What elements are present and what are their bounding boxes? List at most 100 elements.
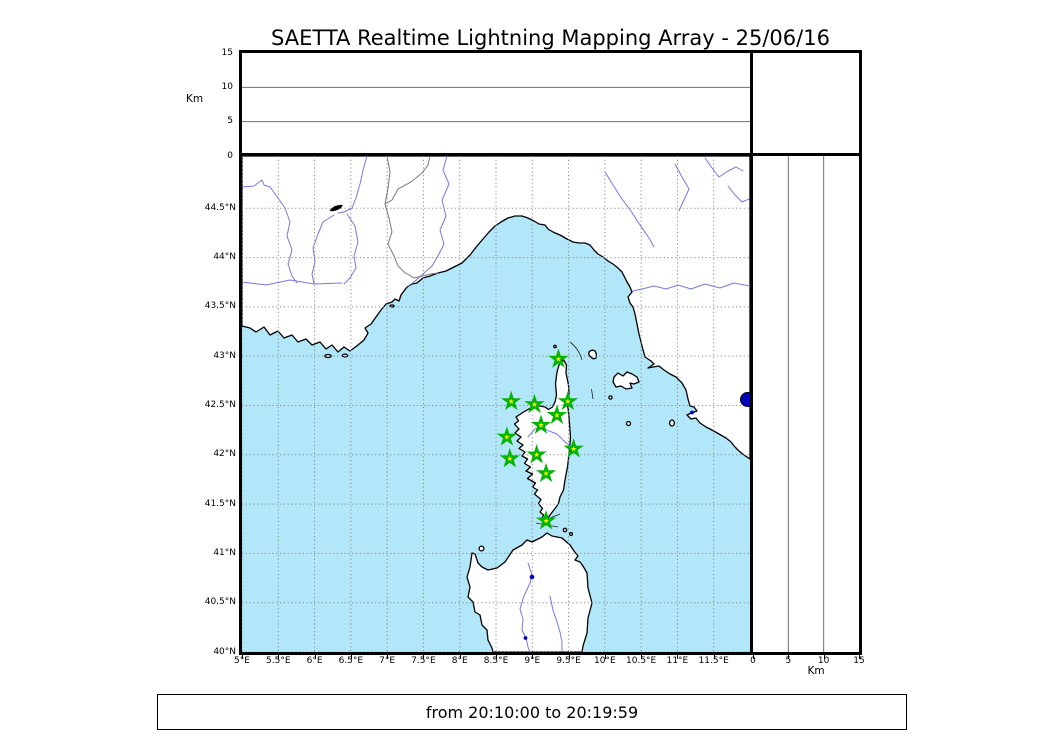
lon-tick-label: 9.5°E xyxy=(556,656,581,666)
lma-station-star xyxy=(535,462,557,483)
lat-tick-label: 42.5°N xyxy=(204,399,236,410)
lat-tick-label: 41°N xyxy=(213,547,236,558)
lma-station-star xyxy=(535,510,557,530)
alpine-border-branch xyxy=(384,156,431,205)
river-po-trib-3 xyxy=(704,157,744,178)
river-verdon xyxy=(343,213,359,285)
lagoon-orbetello xyxy=(690,410,694,415)
capraia-island xyxy=(588,349,597,360)
lat-tick-label: 40.5°N xyxy=(204,597,236,608)
right-panel-km-tick-label: 0 xyxy=(750,656,756,666)
time-window-box: from 20:10:00 to 20:19:59 xyxy=(157,694,907,730)
lma-station-star xyxy=(499,448,520,468)
lon-tick-mark xyxy=(496,655,497,659)
lon-tick-mark xyxy=(532,655,534,659)
lat-tick-label: 40°N xyxy=(213,646,236,657)
lat-tick-label: 44°N xyxy=(213,252,236,263)
right-panel-tick-mark xyxy=(788,655,790,659)
right-panel-km-tick-label: 15 xyxy=(853,656,865,666)
landmasses xyxy=(242,156,750,652)
lakes xyxy=(330,204,750,640)
mainland-france-italy-coast xyxy=(242,156,750,460)
right-panel-tick-mark xyxy=(823,655,825,659)
lon-tick-mark xyxy=(604,655,606,659)
corner-box xyxy=(750,50,862,159)
lma-station-star xyxy=(526,444,547,464)
lat-tick-label: 42°N xyxy=(213,449,236,460)
pianosa-island xyxy=(608,395,613,400)
lon-tick-label: 6.5°E xyxy=(338,656,364,666)
river-po-trib-1 xyxy=(604,171,655,248)
right-panel-axis-label: Km xyxy=(807,665,825,677)
right-altitude-panel xyxy=(750,153,862,655)
top-altitude-panel xyxy=(239,50,753,159)
geographic-map xyxy=(242,156,750,652)
river-arno xyxy=(632,282,750,292)
asinara-islet xyxy=(478,545,485,552)
top-panel-km-tick-label: 10 xyxy=(221,81,233,92)
lat-tick-label: 41.5°N xyxy=(204,498,236,509)
lake-coghinas xyxy=(529,574,535,580)
lon-tick-label: 5.5°E xyxy=(266,656,291,666)
right-panel-plot xyxy=(787,156,825,652)
river-po-trib-4 xyxy=(727,185,750,203)
lon-tick-mark xyxy=(713,655,715,659)
lon-tick-mark xyxy=(677,655,679,659)
lon-tick-label: 5°E xyxy=(234,656,250,666)
top-panel-axis-label: Km xyxy=(186,93,204,105)
hyeres-island-1 xyxy=(324,353,332,359)
giglio-island xyxy=(668,419,676,427)
lon-tick-label: 11.5°E xyxy=(698,656,729,666)
lat-tick-label: 44.5°N xyxy=(204,202,236,213)
country-borders xyxy=(384,156,439,279)
lon-tick-label: 10.5°E xyxy=(626,656,657,666)
right-panel-tick-mark xyxy=(859,655,860,659)
top-panel-km-tick-label: 0 xyxy=(227,150,233,161)
giraglia-islet xyxy=(553,344,557,349)
river-ubaye xyxy=(242,179,298,284)
lon-tick-mark xyxy=(387,655,389,659)
lon-tick-mark xyxy=(350,655,352,659)
montecristo-island xyxy=(625,420,632,427)
lma-station-star xyxy=(546,404,568,424)
lon-tick-mark xyxy=(278,655,280,659)
lon-tick-label: 7.5°E xyxy=(411,656,436,666)
lon-tick-label: 8°E xyxy=(451,656,468,666)
lat-tick-label: 43.5°N xyxy=(204,301,236,312)
lon-tick-mark xyxy=(314,655,316,659)
lma-station-star xyxy=(548,348,569,368)
lake-serre-poncon xyxy=(330,204,343,212)
top-panel-plot xyxy=(242,86,750,123)
lon-tick-mark xyxy=(641,655,643,659)
france-italy-border xyxy=(384,156,439,279)
river-golo-corsica xyxy=(527,426,573,448)
lon-tick-mark xyxy=(423,655,425,659)
river-durance-west xyxy=(242,279,343,286)
graticule-grid xyxy=(242,156,750,652)
river-durance-north xyxy=(337,156,368,214)
page-title: SAETTA Realtime Lightning Mapping Array … xyxy=(271,26,830,50)
lma-station-star xyxy=(563,438,584,458)
time-window-text: from 20:10:00 to 20:19:59 xyxy=(425,702,639,722)
lon-tick-label: 10°E xyxy=(594,656,616,666)
lma-station-star xyxy=(530,414,552,434)
river-po-trib-2 xyxy=(674,163,690,212)
lon-tick-label: 7°E xyxy=(379,656,396,666)
top-panel-km-tick-label: 15 xyxy=(221,47,233,58)
lon-tick-label: 11°E xyxy=(666,656,689,666)
lma-station-star xyxy=(524,393,545,414)
sardinia xyxy=(466,532,593,652)
elba-island xyxy=(612,371,640,390)
arc-northeast-of-cap-corse xyxy=(569,341,583,361)
station-markers xyxy=(496,348,584,530)
lma-station-star xyxy=(557,390,578,411)
lavezzi-islet-1 xyxy=(562,527,568,533)
right-panel-km-tick-label: 5 xyxy=(785,656,792,666)
right-panel-km-tick-label: 10 xyxy=(817,656,830,666)
rivers xyxy=(242,156,750,652)
lma-station-star xyxy=(501,390,522,411)
lon-tick-label: 8.5°E xyxy=(483,656,509,666)
map-panel xyxy=(239,153,753,655)
river-var xyxy=(407,156,450,287)
